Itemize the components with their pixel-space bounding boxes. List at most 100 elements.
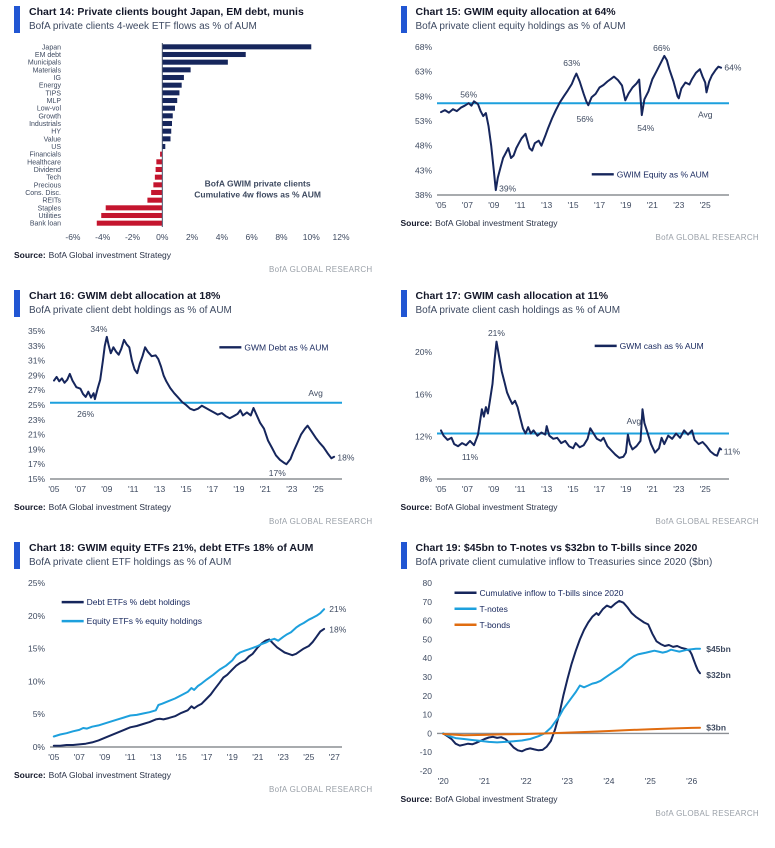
svg-text:'11: '11 bbox=[515, 484, 526, 494]
svg-text:63%: 63% bbox=[414, 67, 431, 77]
svg-text:'19: '19 bbox=[233, 484, 244, 494]
svg-text:15%: 15% bbox=[28, 644, 45, 654]
svg-text:'05: '05 bbox=[435, 200, 446, 210]
chart-15-plot: 38% 43% 48% 53% 58% 63% 68% '05 '07 '09 '11 '13 '15 '… bbox=[414, 42, 741, 210]
svg-text:'05: '05 bbox=[48, 484, 59, 494]
chart-19-header: Chart 19: $45bn to T-notes vs $32bn to T… bbox=[400, 542, 762, 570]
svg-text:27%: 27% bbox=[28, 385, 45, 395]
svg-text:Bank loan: Bank loan bbox=[30, 221, 61, 228]
svg-text:-10: -10 bbox=[419, 748, 432, 758]
chart-14-title: Chart 14: Private clients bought Japan, … bbox=[29, 6, 304, 18]
svg-text:0: 0 bbox=[427, 729, 432, 739]
charts-grid: Chart 14: Private clients bought Japan, … bbox=[14, 6, 762, 818]
svg-text:TIPS: TIPS bbox=[45, 90, 61, 97]
svg-text:17%: 17% bbox=[269, 468, 286, 478]
svg-text:T-notes: T-notes bbox=[479, 604, 507, 614]
svg-text:'23: '23 bbox=[286, 484, 297, 494]
svg-text:'15: '15 bbox=[567, 200, 578, 210]
chart-17-header: Chart 17: GWIM cash allocation at 11% Bo… bbox=[400, 290, 762, 318]
chart-17-subtitle: BofA private client cash holdings as % o… bbox=[415, 304, 621, 316]
svg-text:'23: '23 bbox=[673, 200, 684, 210]
chart-15-subtitle: BofA private client equity holdings as %… bbox=[415, 20, 626, 32]
chart-16-panel: Chart 16: GWIM debt allocation at 18% Bo… bbox=[14, 290, 375, 526]
svg-text:35%: 35% bbox=[28, 326, 45, 336]
svg-text:'22: '22 bbox=[520, 776, 531, 786]
svg-text:2%: 2% bbox=[186, 232, 199, 242]
chart-18-title: Chart 18: GWIM equity ETFs 21%, debt ETF… bbox=[29, 542, 314, 555]
chart-16-plot: 15% 17% 19% 21% 23% 25% 27% 29% 31% 33% 35% '05 '07 '… bbox=[28, 324, 355, 494]
source-label: Source: bbox=[14, 502, 46, 513]
svg-text:'25: '25 bbox=[699, 484, 710, 494]
svg-text:'11: '11 bbox=[515, 200, 526, 210]
svg-text:21%: 21% bbox=[28, 430, 45, 440]
svg-text:'24: '24 bbox=[603, 776, 614, 786]
svg-text:'17: '17 bbox=[207, 484, 218, 494]
svg-text:'05: '05 bbox=[48, 752, 59, 762]
chart-14-panel: Chart 14: Private clients bought Japan, … bbox=[14, 6, 375, 274]
svg-text:12%: 12% bbox=[333, 232, 350, 242]
chart-14-header: Chart 14: Private clients bought Japan, … bbox=[14, 6, 375, 34]
svg-text:'09: '09 bbox=[99, 752, 110, 762]
svg-text:33%: 33% bbox=[28, 341, 45, 351]
chart-14-subtitle: BofA private clients 4-week ETF flows as… bbox=[29, 20, 257, 32]
svg-text:'20: '20 bbox=[437, 776, 448, 786]
svg-text:48%: 48% bbox=[414, 141, 431, 151]
svg-text:34%: 34% bbox=[90, 324, 107, 334]
svg-text:68%: 68% bbox=[414, 42, 431, 52]
svg-text:'07: '07 bbox=[461, 484, 472, 494]
svg-text:0%: 0% bbox=[33, 742, 46, 752]
svg-text:29%: 29% bbox=[28, 371, 45, 381]
svg-text:'19: '19 bbox=[620, 484, 631, 494]
svg-text:8%: 8% bbox=[419, 474, 432, 484]
svg-text:'13: '13 bbox=[541, 200, 552, 210]
svg-text:'17: '17 bbox=[201, 752, 212, 762]
svg-text:54%: 54% bbox=[637, 123, 654, 133]
svg-text:39%: 39% bbox=[499, 184, 516, 194]
svg-text:20%: 20% bbox=[414, 347, 431, 357]
chart-17-source-line: Source: BofA Global investment Strategy bbox=[401, 502, 762, 512]
chart-19-subtitle: BofA private client cumulative inflow to… bbox=[415, 556, 713, 568]
svg-text:'23: '23 bbox=[673, 484, 684, 494]
title-accent-bar bbox=[400, 6, 407, 34]
svg-text:'13: '13 bbox=[541, 484, 552, 494]
svg-text:19%: 19% bbox=[28, 445, 45, 455]
svg-text:80: 80 bbox=[422, 578, 432, 588]
svg-text:'19: '19 bbox=[227, 752, 238, 762]
svg-text:IG: IG bbox=[54, 75, 61, 82]
svg-text:Dividend: Dividend bbox=[34, 167, 61, 174]
svg-text:'25: '25 bbox=[313, 484, 324, 494]
svg-text:'15: '15 bbox=[181, 484, 192, 494]
svg-text:-6%: -6% bbox=[65, 232, 81, 242]
chart-18-source-line: Source: BofA Global investment Strategy bbox=[14, 770, 375, 780]
svg-text:Avg: Avg bbox=[626, 416, 641, 426]
svg-text:60: 60 bbox=[422, 616, 432, 626]
svg-text:Value: Value bbox=[44, 136, 61, 143]
source-label: Source: bbox=[400, 502, 433, 513]
svg-text:5%: 5% bbox=[33, 710, 46, 720]
svg-text:$32bn: $32bn bbox=[706, 671, 731, 681]
svg-text:'25: '25 bbox=[699, 200, 710, 210]
svg-text:'21: '21 bbox=[252, 752, 263, 762]
svg-text:'21: '21 bbox=[260, 484, 271, 494]
chart-15-header: Chart 15: GWIM equity allocation at 64% … bbox=[400, 6, 762, 34]
svg-text:4%: 4% bbox=[216, 232, 229, 242]
chart-15-research-credit: BofA GLOBAL RESEARCH bbox=[655, 233, 759, 243]
svg-text:Healthcare: Healthcare bbox=[27, 159, 61, 166]
svg-text:16%: 16% bbox=[414, 390, 431, 400]
chart-15-panel: Chart 15: GWIM equity allocation at 64% … bbox=[400, 6, 762, 274]
title-accent-bar bbox=[14, 290, 20, 318]
svg-text:23%: 23% bbox=[28, 415, 45, 425]
svg-text:21%: 21% bbox=[329, 605, 346, 615]
chart-16-header: Chart 16: GWIM debt allocation at 18% Bo… bbox=[14, 290, 375, 318]
svg-text:GWM Debt as % AUM: GWM Debt as % AUM bbox=[244, 343, 328, 353]
chart-17-panel: Chart 17: GWIM cash allocation at 11% Bo… bbox=[400, 290, 762, 526]
chart-14-research-credit: BofA GLOBAL RESEARCH bbox=[268, 265, 373, 275]
svg-text:38%: 38% bbox=[414, 190, 431, 200]
svg-text:10%: 10% bbox=[28, 677, 45, 687]
svg-text:'26: '26 bbox=[686, 776, 697, 786]
chart-19-panel: Chart 19: $45bn to T-notes vs $32bn to T… bbox=[400, 542, 762, 818]
svg-text:'23: '23 bbox=[278, 752, 289, 762]
chart-15-source-line: Source: BofA Global investment Strategy bbox=[401, 218, 762, 228]
svg-text:Low-vol: Low-vol bbox=[37, 106, 62, 113]
